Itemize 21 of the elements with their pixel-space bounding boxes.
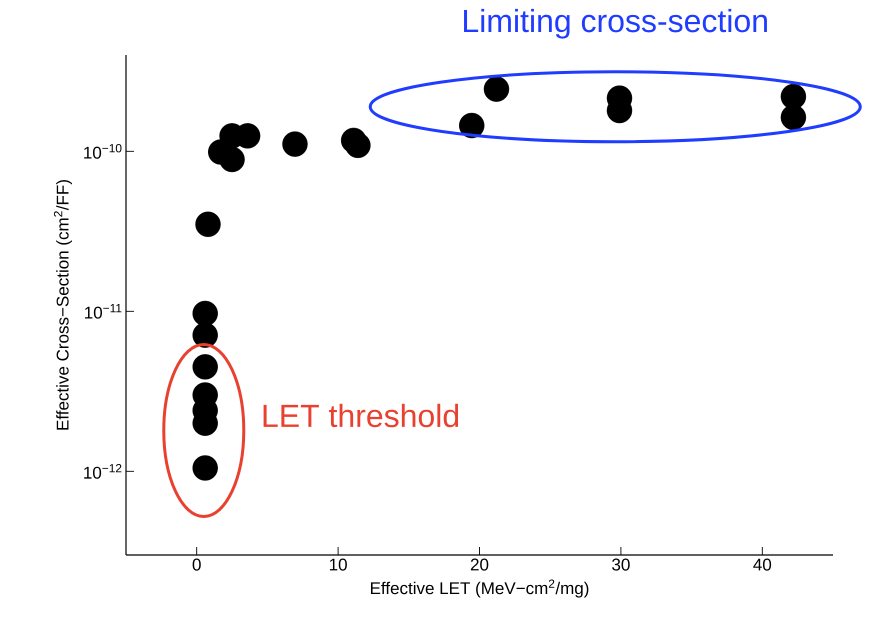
x-tick-label: 40 bbox=[753, 558, 772, 571]
point bbox=[459, 112, 484, 138]
x-tick-label: 20 bbox=[470, 558, 488, 571]
y-tick-label: 10$^{−10}$ bbox=[84, 144, 122, 159]
point bbox=[484, 76, 510, 102]
point bbox=[345, 132, 371, 158]
y-tick-label: 10$^{−11}$ bbox=[85, 304, 122, 319]
annotation: LET threshold bbox=[264, 404, 458, 428]
x-tick-label: 0 bbox=[192, 558, 201, 571]
annotation: Limiting cross-section bbox=[464, 8, 767, 39]
x-axis-title: Effective LET (MeV−cm$^{2}$/mg) bbox=[370, 579, 588, 598]
x-tick-label: 10 bbox=[330, 558, 347, 571]
point bbox=[192, 354, 218, 380]
point bbox=[192, 455, 218, 481]
x-tick-label: 30 bbox=[612, 558, 630, 571]
point bbox=[219, 146, 245, 172]
point bbox=[282, 131, 308, 157]
point bbox=[192, 300, 218, 326]
y-axis-title: Effective Cross−Section (cm$^{2}$/FF) bbox=[54, 180, 72, 430]
y-tick-label: 10$^{−12}$ bbox=[84, 464, 122, 479]
point bbox=[195, 212, 221, 238]
